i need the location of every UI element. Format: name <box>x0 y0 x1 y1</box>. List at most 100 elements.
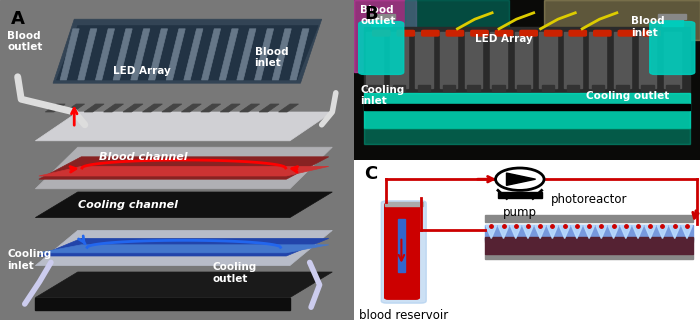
Polygon shape <box>486 226 497 238</box>
Polygon shape <box>220 104 240 112</box>
FancyBboxPatch shape <box>618 30 636 36</box>
Polygon shape <box>547 226 558 238</box>
Bar <box>354 0 416 72</box>
FancyBboxPatch shape <box>594 30 611 36</box>
FancyBboxPatch shape <box>643 30 660 36</box>
Text: Blood
inlet: Blood inlet <box>255 47 288 68</box>
FancyBboxPatch shape <box>372 30 390 36</box>
Text: Blood
outlet: Blood outlet <box>7 31 43 52</box>
Bar <box>371 16 391 26</box>
Bar <box>540 32 557 88</box>
Bar <box>364 128 690 144</box>
Text: A: A <box>10 10 25 28</box>
Polygon shape <box>219 29 238 80</box>
FancyBboxPatch shape <box>545 30 562 36</box>
Text: Cooling outlet: Cooling outlet <box>586 91 669 101</box>
Bar <box>398 219 405 272</box>
Bar <box>442 85 455 91</box>
Text: pump: pump <box>503 206 537 220</box>
Polygon shape <box>237 29 256 80</box>
Bar <box>415 32 433 88</box>
Text: Blood
inlet: Blood inlet <box>631 16 664 38</box>
Bar <box>368 85 381 91</box>
Polygon shape <box>35 112 332 141</box>
Polygon shape <box>255 29 274 80</box>
Polygon shape <box>39 238 329 256</box>
Bar <box>614 32 631 88</box>
Polygon shape <box>498 226 509 238</box>
Bar <box>492 85 505 91</box>
Bar <box>542 85 554 91</box>
FancyBboxPatch shape <box>385 203 419 299</box>
Polygon shape <box>35 147 332 189</box>
Bar <box>364 27 690 104</box>
Polygon shape <box>35 192 332 218</box>
FancyBboxPatch shape <box>358 22 404 74</box>
Bar <box>393 85 405 91</box>
Bar <box>468 85 480 91</box>
FancyBboxPatch shape <box>447 30 463 36</box>
Bar <box>365 32 383 88</box>
FancyBboxPatch shape <box>496 30 512 36</box>
Bar <box>498 192 542 198</box>
Polygon shape <box>166 29 186 80</box>
Bar <box>485 237 693 254</box>
Polygon shape <box>46 104 65 112</box>
Text: Blood channel: Blood channel <box>99 152 188 162</box>
Bar <box>364 104 690 110</box>
Polygon shape <box>510 226 522 238</box>
Bar <box>514 32 532 88</box>
Bar <box>617 85 629 91</box>
Polygon shape <box>39 166 329 176</box>
Bar <box>405 0 510 45</box>
Polygon shape <box>202 29 220 80</box>
Polygon shape <box>259 104 279 112</box>
Text: Cooling
inlet: Cooling inlet <box>360 85 405 106</box>
Bar <box>666 85 678 91</box>
Polygon shape <box>184 29 203 80</box>
Polygon shape <box>522 226 533 238</box>
Polygon shape <box>104 104 123 112</box>
Bar <box>567 85 579 91</box>
Polygon shape <box>143 104 162 112</box>
Text: Cooling
inlet: Cooling inlet <box>7 249 51 271</box>
Polygon shape <box>84 104 104 112</box>
Polygon shape <box>162 104 182 112</box>
Text: C: C <box>364 165 377 183</box>
Polygon shape <box>584 226 594 238</box>
Polygon shape <box>35 272 332 298</box>
Bar <box>592 85 604 91</box>
Bar <box>485 238 693 242</box>
Polygon shape <box>608 226 619 238</box>
Bar <box>517 85 529 91</box>
Polygon shape <box>35 230 332 266</box>
Bar <box>391 32 408 88</box>
FancyBboxPatch shape <box>382 201 426 303</box>
Text: LED Array: LED Array <box>113 66 170 76</box>
Polygon shape <box>657 226 668 238</box>
Bar <box>490 32 507 88</box>
FancyBboxPatch shape <box>650 22 695 74</box>
Polygon shape <box>633 226 643 238</box>
Polygon shape <box>78 29 97 80</box>
Polygon shape <box>148 29 167 80</box>
Bar <box>368 14 395 19</box>
Polygon shape <box>239 104 260 112</box>
Polygon shape <box>64 104 85 112</box>
Bar <box>659 14 686 19</box>
Bar <box>641 85 654 91</box>
Polygon shape <box>559 226 570 238</box>
Polygon shape <box>201 104 220 112</box>
Bar <box>662 16 682 26</box>
Text: LED Array: LED Array <box>475 34 533 44</box>
Polygon shape <box>123 104 143 112</box>
Circle shape <box>496 168 544 190</box>
FancyBboxPatch shape <box>397 30 414 36</box>
FancyBboxPatch shape <box>569 30 587 36</box>
Bar <box>485 225 693 240</box>
Text: photoreactor: photoreactor <box>551 193 627 206</box>
Polygon shape <box>682 226 692 238</box>
Polygon shape <box>39 157 329 179</box>
Polygon shape <box>57 26 318 80</box>
Polygon shape <box>60 29 79 80</box>
